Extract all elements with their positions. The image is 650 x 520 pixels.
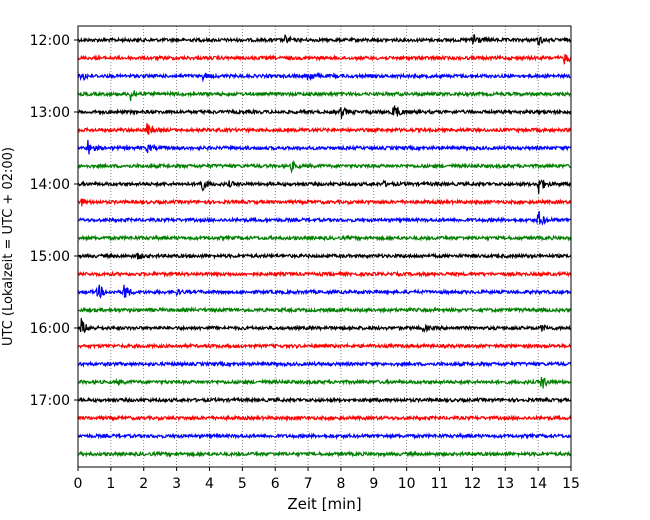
trace-line: [77, 306, 572, 314]
seismogram-traces: [77, 34, 572, 458]
trace-line: [77, 432, 572, 440]
plot-frame: [77, 25, 572, 468]
x-axis-ticks: 0 1 2 3 4 5 6 7 8 9 10 11 12 13 14 15: [74, 467, 580, 492]
trace-line: [77, 34, 572, 47]
trace-line: [77, 396, 572, 404]
trace-line: [77, 360, 572, 368]
trace-line: [77, 53, 572, 65]
trace-line: [77, 284, 572, 299]
y-tick-label: 14:00: [30, 177, 70, 193]
trace-line: [77, 123, 572, 135]
trace-line: [77, 160, 572, 174]
x-tick-label: 2: [139, 476, 148, 492]
trace-line: [77, 105, 572, 119]
x-tick-label: 11: [431, 476, 449, 492]
trace-line: [77, 270, 572, 278]
trace-line: [77, 198, 572, 207]
y-axis-ticks: 12:00 13:00 14:00 15:00 16:00 17:00: [30, 33, 78, 409]
x-axis-label: Zeit [min]: [287, 495, 361, 513]
x-tick-label: 10: [398, 476, 416, 492]
trace-line: [77, 139, 572, 155]
x-tick-label: 14: [529, 476, 547, 492]
x-tick-label: 1: [106, 476, 115, 492]
x-tick-label: 12: [463, 476, 481, 492]
x-tick-label: 8: [336, 476, 345, 492]
x-tick-label: 7: [304, 476, 313, 492]
x-tick-label: 13: [496, 476, 514, 492]
y-axis-label: UTC (Lokalzeit = UTC + 02:00): [1, 147, 16, 346]
y-tick-label: 13:00: [30, 105, 70, 121]
x-tick-label: 3: [172, 476, 181, 492]
trace-line: [77, 71, 572, 83]
trace-line: [77, 450, 572, 458]
x-tick-label: 0: [74, 476, 83, 492]
x-tick-label: 4: [205, 476, 214, 492]
x-tick-label: 6: [271, 476, 280, 492]
trace-line: [77, 342, 572, 350]
trace-line: [77, 89, 572, 102]
y-tick-label: 12:00: [30, 33, 70, 49]
trace-line: [77, 414, 572, 422]
x-tick-label: 9: [369, 476, 378, 492]
x-tick-label: 5: [238, 476, 247, 492]
y-tick-label: 15:00: [30, 249, 70, 265]
trace-line: [77, 179, 572, 194]
trace-line: [77, 252, 572, 260]
trace-line: [77, 376, 572, 389]
trace-line: [77, 234, 572, 242]
trace-line: [77, 318, 572, 334]
y-tick-label: 16:00: [30, 321, 70, 337]
y-tick-label: 17:00: [30, 393, 70, 409]
trace-line: [77, 211, 572, 226]
x-tick-label: 15: [562, 476, 580, 492]
